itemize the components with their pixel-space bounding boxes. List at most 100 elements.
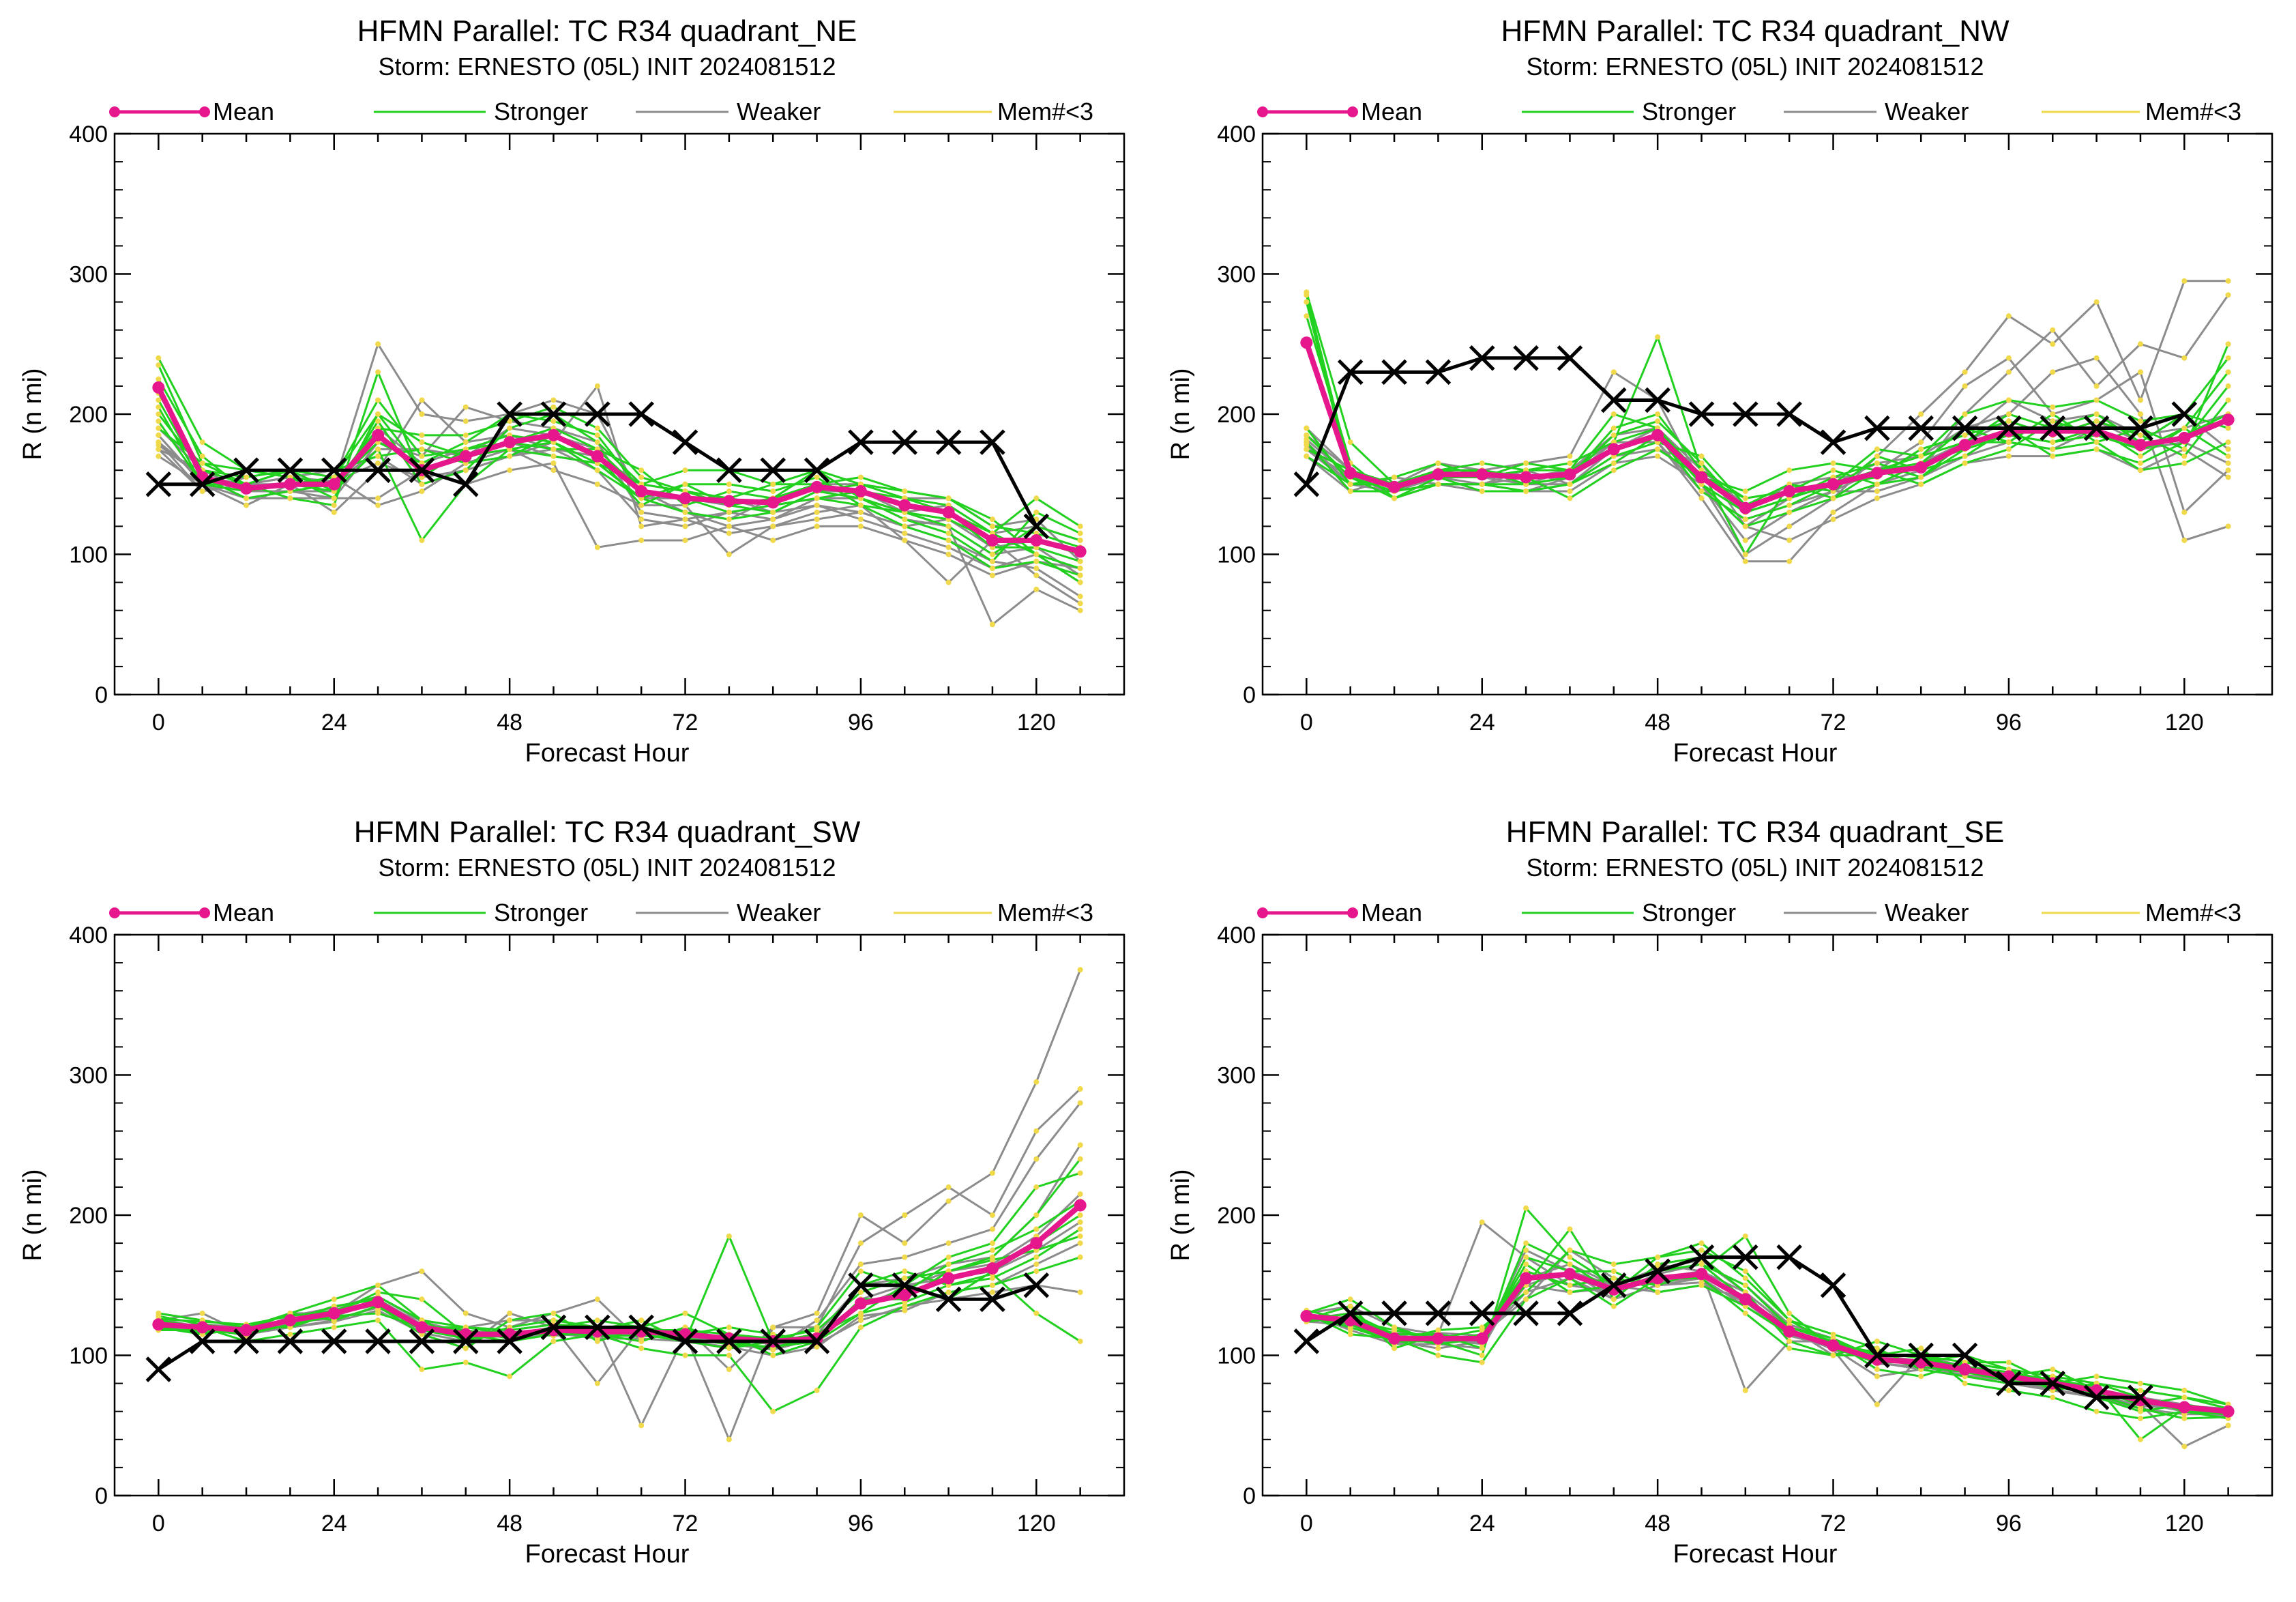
- member-point: [1347, 481, 1353, 487]
- obs-marker: [848, 429, 874, 455]
- obs-marker: [1023, 1272, 1050, 1298]
- mean-point: [240, 482, 253, 495]
- member-point: [2093, 439, 2100, 446]
- member-point: [1392, 1327, 1398, 1333]
- chart-svg-se: HFMN Parallel: TC R34 quadrant_SE Storm: …: [1166, 815, 2273, 1569]
- member-point: [2225, 453, 2231, 459]
- member-point: [2093, 355, 2100, 361]
- member-point: [2005, 369, 2012, 375]
- member-point: [1830, 467, 1836, 474]
- member-point: [1304, 453, 1310, 459]
- member-point: [945, 1184, 952, 1190]
- obs-marker: [585, 401, 610, 427]
- member-point: [1962, 411, 1968, 417]
- member-point: [814, 1344, 820, 1350]
- member-point: [419, 439, 425, 446]
- member-point: [2225, 474, 2231, 480]
- member-point: [1567, 1261, 1573, 1267]
- member-point: [1742, 537, 1748, 543]
- member-point: [507, 1317, 513, 1324]
- member-point: [682, 523, 688, 529]
- member-point: [1033, 586, 1040, 592]
- member-point: [156, 418, 162, 424]
- obs-marker: [1293, 1328, 1320, 1354]
- mean-point: [415, 1321, 428, 1334]
- obs-marker: [1908, 415, 1934, 441]
- member-point: [419, 1367, 425, 1373]
- chart-svg-ne: HFMN Parallel: TC R34 quadrant_NE Storm: …: [18, 14, 1125, 768]
- member-point: [1962, 1380, 1968, 1386]
- member-point: [462, 432, 469, 438]
- member-point: [989, 1212, 995, 1218]
- member-point: [1033, 1156, 1040, 1162]
- member-point: [1918, 474, 1924, 480]
- obs-marker: [935, 1286, 962, 1313]
- member-point: [814, 495, 820, 501]
- x-tick-label: 120: [2165, 710, 2204, 736]
- member-point: [2093, 397, 2100, 403]
- x-tick-label: 96: [848, 710, 874, 736]
- member-point: [857, 474, 864, 480]
- y-tick-label: 300: [1217, 1063, 1256, 1089]
- member-point: [1742, 523, 1748, 529]
- member-point: [1033, 1128, 1040, 1134]
- member-point: [1077, 600, 1083, 607]
- member-point: [1610, 467, 1617, 474]
- legend-mean-label: Mean: [1361, 98, 1422, 126]
- member-point: [1610, 432, 1617, 438]
- member-point: [770, 1408, 776, 1414]
- member-point: [682, 537, 688, 543]
- member-point: [2050, 411, 2056, 417]
- obs-marker: [1023, 513, 1050, 540]
- x-tick-label: 24: [321, 1511, 347, 1537]
- member-point: [1655, 1254, 1661, 1260]
- data-layer: [145, 967, 1087, 1442]
- obs-marker: [1513, 1300, 1539, 1326]
- member-point: [1786, 523, 1793, 529]
- mean-point: [1563, 1268, 1576, 1281]
- member-point: [1655, 1261, 1661, 1267]
- member-point: [244, 495, 250, 501]
- mean-point: [1563, 468, 1576, 481]
- member-point: [726, 530, 732, 536]
- member-point: [2050, 369, 2056, 375]
- member-point: [1610, 460, 1617, 466]
- y-tick-label: 100: [69, 1343, 108, 1369]
- member-point: [814, 1310, 820, 1316]
- member-point: [1033, 566, 1040, 572]
- member-point: [419, 1296, 425, 1302]
- member-point: [770, 489, 776, 495]
- member-point: [989, 516, 995, 523]
- member-point: [331, 502, 337, 508]
- member-point: [1033, 1261, 1040, 1267]
- member-point: [331, 1324, 337, 1330]
- mean-point: [2178, 1401, 2191, 1414]
- member-point: [1918, 446, 1924, 452]
- member-point: [1033, 1310, 1040, 1316]
- mean-point: [1607, 443, 1620, 456]
- member-point: [507, 467, 513, 474]
- member-point: [638, 502, 645, 508]
- obs-marker: [1820, 429, 1846, 455]
- mean-point: [1074, 1199, 1087, 1212]
- member-point: [726, 481, 732, 487]
- member-point: [857, 1290, 864, 1296]
- mean-point: [854, 1297, 867, 1310]
- member-point: [1786, 1345, 1793, 1352]
- member-point: [375, 446, 381, 452]
- member-point: [770, 516, 776, 523]
- x-axis-label: Forecast Hour: [1673, 739, 1838, 768]
- y-axis-label: R (n mi): [1166, 368, 1195, 460]
- member-point: [1698, 1240, 1705, 1247]
- mean-point: [854, 485, 867, 498]
- member-point: [1077, 1086, 1083, 1092]
- member-point: [1786, 1338, 1793, 1344]
- member-point: [331, 495, 337, 501]
- y-tick-label: 200: [1217, 1203, 1256, 1229]
- chart-title: HFMN Parallel: TC R34 quadrant_SE: [1506, 815, 2004, 849]
- member-point: [1742, 495, 1748, 501]
- mean-point: [898, 499, 911, 512]
- member-point: [945, 495, 952, 501]
- legend-stronger-label: Stronger: [1642, 98, 1736, 126]
- member-point: [1077, 572, 1083, 579]
